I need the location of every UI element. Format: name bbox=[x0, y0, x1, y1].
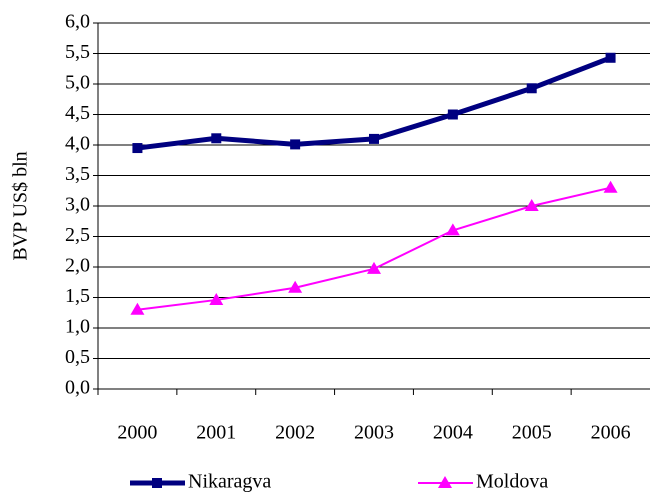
legend-label: Nikaragva bbox=[188, 471, 271, 493]
y-tick-label: 5,5 bbox=[65, 41, 90, 63]
data-point bbox=[367, 261, 381, 274]
x-tick-label: 2005 bbox=[512, 422, 552, 444]
y-tick-label: 2,5 bbox=[65, 224, 90, 246]
data-point bbox=[603, 180, 618, 193]
x-tick-label: 2001 bbox=[196, 422, 236, 444]
y-axis-label: BVP US$ bln bbox=[10, 151, 32, 260]
data-point bbox=[526, 83, 537, 94]
y-tick-label: 0,0 bbox=[65, 377, 90, 399]
y-tick-label: 1,0 bbox=[65, 316, 90, 338]
data-point bbox=[211, 133, 222, 144]
y-tick-label: 6,0 bbox=[65, 11, 90, 33]
data-point bbox=[605, 52, 616, 63]
y-tick-label: 3,0 bbox=[65, 194, 90, 216]
legend-marker bbox=[152, 478, 162, 488]
legend-label: Moldova bbox=[476, 471, 548, 493]
data-point bbox=[132, 143, 143, 154]
data-point bbox=[369, 133, 379, 144]
x-tick-label: 2002 bbox=[275, 422, 315, 444]
data-point bbox=[290, 139, 301, 150]
y-tick-label: 4,0 bbox=[65, 133, 90, 155]
y-tick-label: 3,5 bbox=[65, 163, 90, 185]
data-point bbox=[288, 280, 303, 293]
data-point bbox=[209, 292, 224, 305]
data-point bbox=[130, 302, 145, 315]
x-tick-label: 2003 bbox=[354, 422, 394, 444]
legend-marker bbox=[438, 476, 452, 488]
y-tick-label: 4,5 bbox=[65, 102, 90, 124]
y-tick-label: 5,0 bbox=[65, 72, 90, 94]
y-tick-label: 2,0 bbox=[65, 255, 90, 277]
data-point bbox=[524, 199, 539, 211]
x-tick-label: 2006 bbox=[591, 422, 631, 444]
y-tick-label: 1,5 bbox=[65, 285, 90, 307]
data-point bbox=[447, 109, 458, 120]
x-tick-label: 2004 bbox=[433, 422, 473, 444]
x-tick-label: 2000 bbox=[117, 422, 157, 444]
data-point bbox=[445, 223, 460, 236]
y-tick-label: 0,5 bbox=[65, 346, 90, 368]
